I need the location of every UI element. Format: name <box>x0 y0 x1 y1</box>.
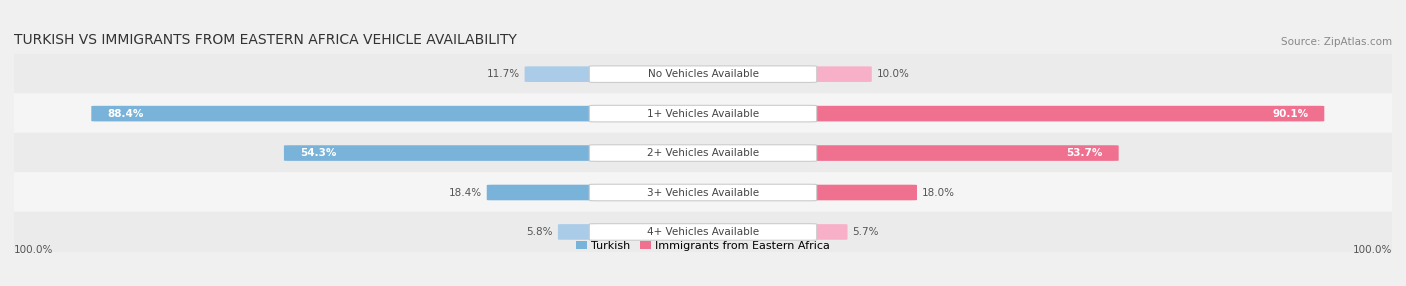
Text: 11.7%: 11.7% <box>486 69 520 79</box>
Text: 18.0%: 18.0% <box>922 188 955 198</box>
Text: 53.7%: 53.7% <box>1066 148 1102 158</box>
Text: 2+ Vehicles Available: 2+ Vehicles Available <box>647 148 759 158</box>
FancyBboxPatch shape <box>4 54 1402 94</box>
Text: Source: ZipAtlas.com: Source: ZipAtlas.com <box>1281 37 1392 47</box>
FancyBboxPatch shape <box>589 105 817 122</box>
Text: 3+ Vehicles Available: 3+ Vehicles Available <box>647 188 759 198</box>
FancyBboxPatch shape <box>589 184 817 201</box>
Text: No Vehicles Available: No Vehicles Available <box>648 69 758 79</box>
FancyBboxPatch shape <box>4 93 1402 134</box>
Text: 100.0%: 100.0% <box>14 245 53 255</box>
FancyBboxPatch shape <box>804 106 1324 122</box>
FancyBboxPatch shape <box>804 66 872 82</box>
Text: TURKISH VS IMMIGRANTS FROM EASTERN AFRICA VEHICLE AVAILABILITY: TURKISH VS IMMIGRANTS FROM EASTERN AFRIC… <box>14 33 517 47</box>
FancyBboxPatch shape <box>558 224 602 240</box>
Text: 90.1%: 90.1% <box>1272 109 1309 119</box>
Text: 100.0%: 100.0% <box>1353 245 1392 255</box>
Text: 5.7%: 5.7% <box>852 227 879 237</box>
FancyBboxPatch shape <box>486 185 602 200</box>
FancyBboxPatch shape <box>804 224 848 240</box>
Text: 5.8%: 5.8% <box>527 227 553 237</box>
FancyBboxPatch shape <box>4 133 1402 173</box>
Text: 10.0%: 10.0% <box>876 69 910 79</box>
FancyBboxPatch shape <box>4 212 1402 252</box>
FancyBboxPatch shape <box>91 106 602 122</box>
FancyBboxPatch shape <box>524 66 602 82</box>
FancyBboxPatch shape <box>4 172 1402 213</box>
FancyBboxPatch shape <box>589 66 817 82</box>
Text: 4+ Vehicles Available: 4+ Vehicles Available <box>647 227 759 237</box>
FancyBboxPatch shape <box>804 145 1119 161</box>
FancyBboxPatch shape <box>589 145 817 161</box>
FancyBboxPatch shape <box>804 185 917 200</box>
FancyBboxPatch shape <box>284 145 602 161</box>
Text: 18.4%: 18.4% <box>449 188 482 198</box>
Text: 88.4%: 88.4% <box>107 109 143 119</box>
Text: 1+ Vehicles Available: 1+ Vehicles Available <box>647 109 759 119</box>
FancyBboxPatch shape <box>589 224 817 240</box>
Text: 54.3%: 54.3% <box>299 148 336 158</box>
Legend: Turkish, Immigrants from Eastern Africa: Turkish, Immigrants from Eastern Africa <box>576 241 830 251</box>
